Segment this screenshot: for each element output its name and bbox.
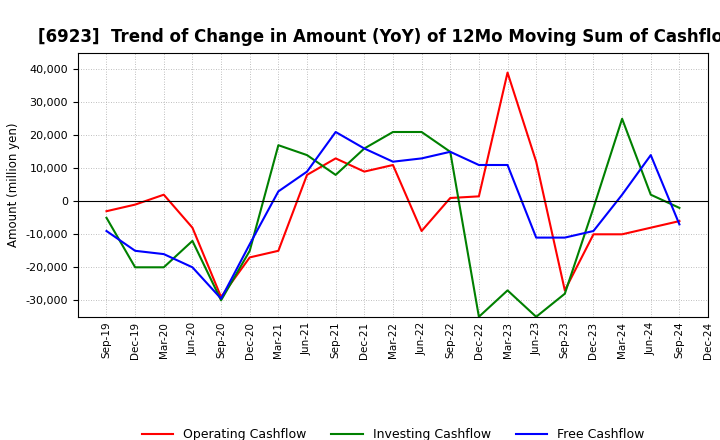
Free Cashflow <box>217 296 225 301</box>
Operating Cashflow <box>302 172 311 177</box>
Free Cashflow <box>532 235 541 240</box>
Investing Cashflow <box>246 248 254 253</box>
Investing Cashflow <box>302 152 311 158</box>
Title: [6923]  Trend of Change in Amount (YoY) of 12Mo Moving Sum of Cashflows: [6923] Trend of Change in Amount (YoY) o… <box>38 28 720 46</box>
Free Cashflow <box>331 129 340 135</box>
Free Cashflow <box>446 149 454 154</box>
Free Cashflow <box>159 251 168 257</box>
Free Cashflow <box>274 189 283 194</box>
Operating Cashflow <box>589 231 598 237</box>
Y-axis label: Amount (million yen): Amount (million yen) <box>7 123 20 247</box>
Line: Operating Cashflow: Operating Cashflow <box>107 73 680 297</box>
Operating Cashflow <box>418 228 426 234</box>
Operating Cashflow <box>446 195 454 201</box>
Operating Cashflow <box>560 288 569 293</box>
Operating Cashflow <box>246 255 254 260</box>
Operating Cashflow <box>331 156 340 161</box>
Operating Cashflow <box>618 231 626 237</box>
Free Cashflow <box>618 192 626 197</box>
Free Cashflow <box>246 242 254 247</box>
Operating Cashflow <box>159 192 168 197</box>
Investing Cashflow <box>274 143 283 148</box>
Free Cashflow <box>131 248 140 253</box>
Investing Cashflow <box>589 205 598 210</box>
Investing Cashflow <box>159 264 168 270</box>
Investing Cashflow <box>389 129 397 135</box>
Free Cashflow <box>589 228 598 234</box>
Free Cashflow <box>474 162 483 168</box>
Operating Cashflow <box>532 159 541 164</box>
Free Cashflow <box>188 264 197 270</box>
Operating Cashflow <box>217 294 225 300</box>
Investing Cashflow <box>360 146 369 151</box>
Operating Cashflow <box>188 225 197 231</box>
Operating Cashflow <box>675 218 684 224</box>
Investing Cashflow <box>647 192 655 197</box>
Free Cashflow <box>102 228 111 234</box>
Investing Cashflow <box>331 172 340 177</box>
Operating Cashflow <box>389 162 397 168</box>
Free Cashflow <box>675 222 684 227</box>
Investing Cashflow <box>217 297 225 303</box>
Operating Cashflow <box>503 70 512 75</box>
Investing Cashflow <box>503 288 512 293</box>
Free Cashflow <box>418 156 426 161</box>
Operating Cashflow <box>474 194 483 199</box>
Free Cashflow <box>360 146 369 151</box>
Investing Cashflow <box>675 205 684 210</box>
Free Cashflow <box>560 235 569 240</box>
Free Cashflow <box>389 159 397 164</box>
Operating Cashflow <box>647 225 655 231</box>
Investing Cashflow <box>131 264 140 270</box>
Investing Cashflow <box>560 291 569 297</box>
Investing Cashflow <box>188 238 197 243</box>
Line: Free Cashflow: Free Cashflow <box>107 132 680 299</box>
Operating Cashflow <box>360 169 369 174</box>
Legend: Operating Cashflow, Investing Cashflow, Free Cashflow: Operating Cashflow, Investing Cashflow, … <box>137 423 649 440</box>
Free Cashflow <box>503 162 512 168</box>
Investing Cashflow <box>618 116 626 121</box>
Investing Cashflow <box>418 129 426 135</box>
Free Cashflow <box>647 152 655 158</box>
Line: Investing Cashflow: Investing Cashflow <box>107 119 680 317</box>
Operating Cashflow <box>102 209 111 214</box>
Investing Cashflow <box>532 314 541 319</box>
Investing Cashflow <box>102 215 111 220</box>
Operating Cashflow <box>274 248 283 253</box>
Investing Cashflow <box>474 314 483 319</box>
Operating Cashflow <box>131 202 140 207</box>
Investing Cashflow <box>446 149 454 154</box>
Free Cashflow <box>302 169 311 174</box>
